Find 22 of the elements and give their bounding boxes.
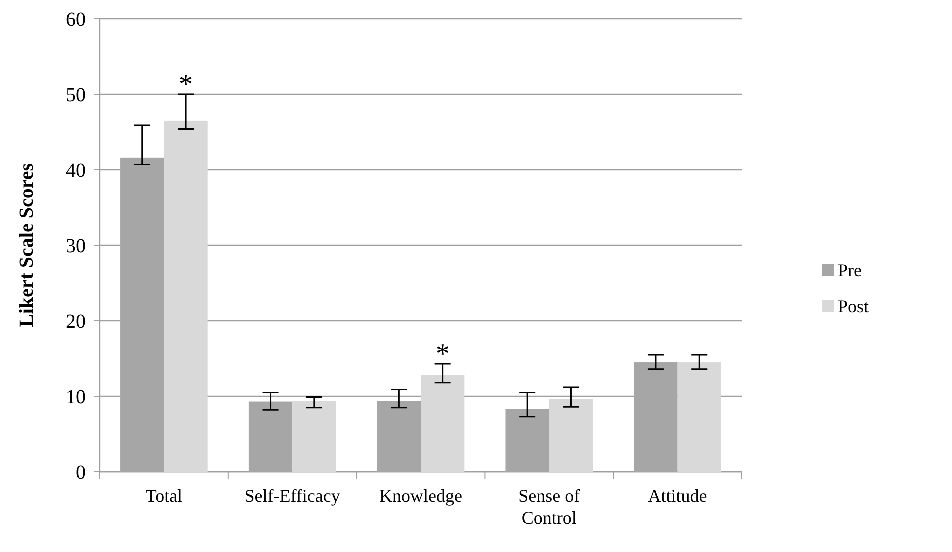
bar [421,375,465,472]
y-axis-title: Likert Scale Scores [16,163,38,328]
y-tick-label: 30 [66,236,86,258]
y-tick-label: 0 [76,462,86,484]
x-tick-label: Knowledge [380,486,462,506]
annotation: * [179,69,194,100]
x-tick-label: Self-Efficacy [244,486,340,506]
x-tick-label: Sense of Control [518,486,580,528]
y-tick-label: 20 [66,311,86,333]
legend-label: Pre [838,260,862,280]
bar [678,362,722,472]
y-tick-label: 50 [66,84,86,106]
bar [292,401,336,472]
bar [549,400,594,472]
annotation: * [436,338,450,370]
y-tick-label: 60 [66,9,86,31]
legend-label: Post [838,296,870,316]
x-tick-label: Total [146,486,183,506]
y-tick-label: 10 [66,386,86,408]
y-tick-label: 40 [66,160,86,182]
x-tick-label: Attitude [648,486,708,506]
bar [164,120,208,472]
